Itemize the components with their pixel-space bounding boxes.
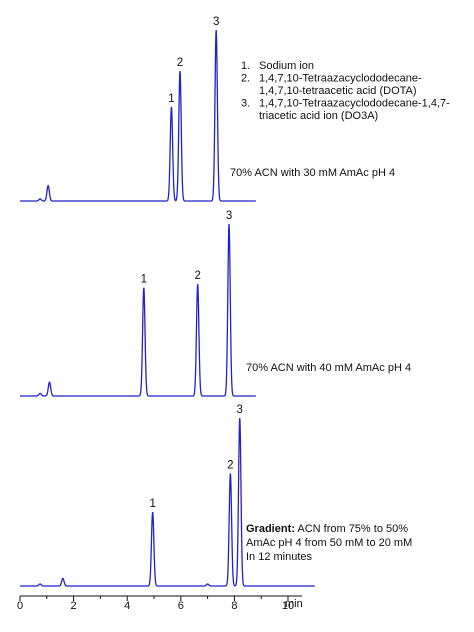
condition-annotation: Gradient: ACN from 75% to 50%: [246, 523, 408, 535]
legend-number: 1.: [241, 60, 250, 72]
legend-entry: Sodium ion: [259, 60, 314, 72]
x-axis-tick-label: 8: [231, 600, 237, 612]
condition-text: ACN from 75% to 50%: [295, 523, 408, 535]
legend-entry: 1,4,7,10-tetraacetic acid (DOTA): [259, 85, 417, 97]
legend-entry: triacetic acid ion (DO3A): [259, 110, 378, 122]
peak-label: 2: [194, 270, 200, 282]
x-axis-ticks: 0 2 4 6 8 10: [17, 596, 294, 612]
chromatogram-trace: [20, 417, 315, 587]
legend-number: 2.: [241, 73, 250, 85]
x-axis-tick-label: 10: [282, 600, 294, 612]
peak-legend: 1. Sodium ion 2. 1,4,7,10-Tetraazacyclodode…: [241, 60, 450, 122]
x-axis-tick-label: 2: [71, 600, 77, 612]
condition-annotation: 70% ACN with 30 mM AmAc pH 4: [230, 167, 395, 179]
x-axis-tick-label: 0: [17, 600, 23, 612]
peak-label: 3: [237, 404, 243, 416]
legend-number: 3.: [241, 98, 250, 110]
condition-text: In 12 minutes: [246, 551, 313, 563]
peak-label: 1: [149, 498, 155, 510]
peak-label: 1: [168, 93, 174, 105]
peak-label: 2: [227, 459, 233, 471]
legend-entry: 1,4,7,10-Tetraazacyclododecane-1,4,7-: [259, 98, 450, 110]
chromatogram-trace: [20, 29, 256, 202]
peak-label: 3: [213, 16, 219, 28]
condition-annotation: 70% ACN with 40 mM AmAc pH 4: [246, 362, 411, 374]
peak-label: 1: [141, 274, 147, 286]
chromatogram-panel-40mm: 1 2 3 70% ACN with 40 mM AmAc pH 4: [20, 210, 411, 397]
condition-text: 70% ACN with 40 mM AmAc pH 4: [246, 362, 411, 374]
condition-bold: Gradient:: [246, 523, 295, 535]
x-axis: 0 2 4 6 8 10 min: [17, 595, 303, 612]
peak-label: 2: [177, 57, 183, 69]
condition-text: 70% ACN with 30 mM AmAc pH 4: [230, 167, 395, 179]
legend-entry: 1,4,7,10-Tetraazacyclododecane-: [259, 73, 422, 85]
x-axis-tick-label: 4: [124, 600, 130, 612]
chromatogram-panel-gradient: 1 2 3 Gradient: ACN from 75% to 50% AmAc pH …: [20, 404, 412, 587]
x-axis-unit-label: min: [285, 598, 303, 610]
x-axis-tick-label: 6: [178, 600, 184, 612]
chromatogram-trace: [20, 223, 256, 397]
chromatogram-panel-30mm: 1 2 3 70% ACN with 30 mM AmAc pH 4: [20, 16, 395, 202]
peak-label: 3: [226, 210, 232, 222]
condition-text: AmAc pH 4 from 50 mM to 20 mM: [246, 537, 412, 549]
condition-annotation: AmAc pH 4 from 50 mM to 20 mM: [246, 537, 412, 549]
condition-annotation: In 12 minutes: [246, 551, 313, 563]
chromatogram-panels: 1 2 3 70% ACN with 30 mM AmAc pH 4 1 2 3 70% AC…: [20, 16, 412, 587]
